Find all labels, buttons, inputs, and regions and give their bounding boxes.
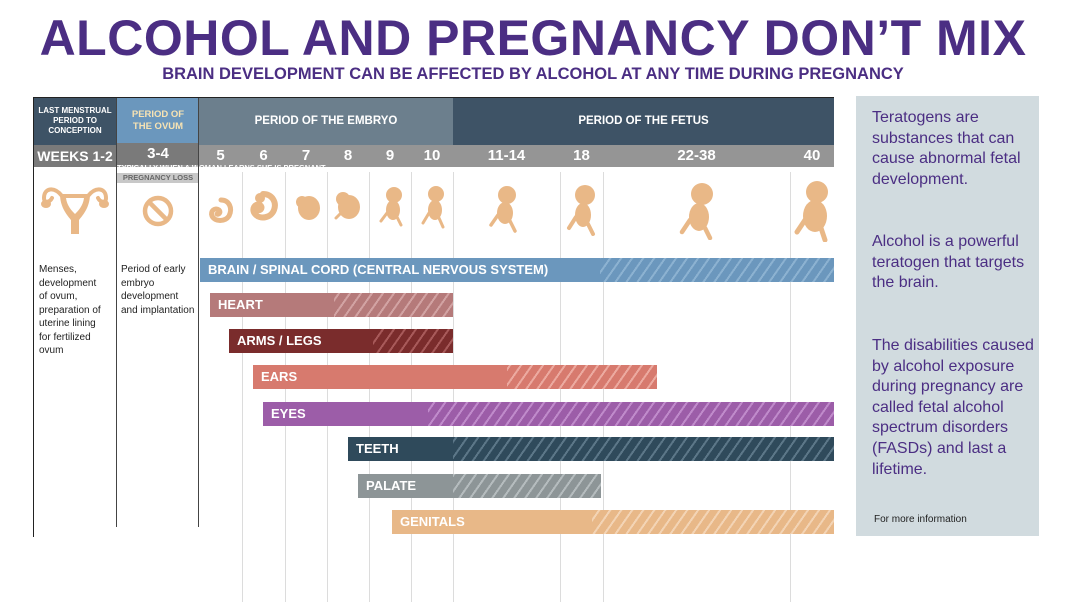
week-label: 5 bbox=[216, 147, 225, 164]
week-label: 8 bbox=[343, 147, 353, 164]
embryo-week9-icon bbox=[379, 187, 403, 227]
info-sidebar: Teratogens are substances that can cause… bbox=[856, 96, 1039, 536]
fetus-week40-icon bbox=[794, 181, 828, 242]
week-label: 40 bbox=[803, 147, 821, 164]
period-label: PERIOD OF THE EMBRYO bbox=[254, 115, 398, 127]
learns-note: TYPICALLY WHEN A WOMAN LEARNS SHE IS PRE… bbox=[117, 163, 327, 172]
uterus-icon bbox=[41, 187, 109, 234]
period-header-embryo: PERIOD OF THE EMBRYO bbox=[199, 97, 453, 145]
bar-ears: EARS bbox=[253, 365, 657, 389]
week-label: WEEKS 1-2 bbox=[33, 145, 117, 167]
period-header-menstrual: LAST MENSTRUAL PERIOD TO CONCEPTION bbox=[33, 97, 117, 145]
embryo-week8-icon bbox=[334, 192, 360, 220]
week-label: 11-14 bbox=[487, 147, 526, 164]
grid-line bbox=[198, 97, 199, 527]
grid-line bbox=[242, 172, 243, 602]
grid-line bbox=[116, 97, 117, 527]
embryo-week7-icon bbox=[296, 196, 320, 220]
timeline-frame bbox=[33, 97, 834, 537]
sidebar-fasd-text: The disabilities caused by alcohol expos… bbox=[872, 337, 1034, 478]
period-label: PERIOD OF THE FETUS bbox=[578, 115, 709, 127]
more-info-link[interactable]: For more information bbox=[874, 514, 967, 525]
ovum-description: Period of early embryo development and i… bbox=[121, 264, 195, 316]
week-label: 3-4 bbox=[117, 143, 199, 165]
week-label: 7 bbox=[301, 147, 311, 164]
fetus-week22-38-icon bbox=[679, 183, 713, 240]
bar-genitals: GENITALS bbox=[392, 510, 834, 534]
bar-heart: HEART bbox=[210, 293, 453, 317]
bar-brain-spinal-cord: BRAIN / SPINAL CORD (CENTRAL NERVOUS SYS… bbox=[200, 258, 834, 282]
week-label: 9 bbox=[385, 147, 395, 164]
embryo-week10-icon bbox=[421, 186, 445, 229]
bar-arms-legs: ARMS / LEGS bbox=[229, 329, 453, 353]
fetus-week11-14-icon bbox=[489, 186, 517, 233]
embryo-week5-icon bbox=[209, 197, 234, 223]
ovum-icon bbox=[142, 195, 174, 227]
embryo-week6-icon bbox=[250, 191, 278, 221]
fetus-week18-icon bbox=[567, 185, 595, 236]
period-header-ovum: PERIOD OF THE OVUM bbox=[117, 97, 199, 145]
period-label: LAST MENSTRUAL PERIOD TO CONCEPTION bbox=[38, 106, 112, 135]
week-label: 18 bbox=[573, 147, 590, 164]
week-label: 6 bbox=[259, 147, 268, 164]
grid-line bbox=[790, 172, 791, 602]
page-title: ALCOHOL AND PREGNANCY DON’T MIX bbox=[39, 10, 1027, 66]
sidebar-alcohol-text: Alcohol is a powerful teratogen that tar… bbox=[872, 233, 1025, 292]
week-label: 10 bbox=[423, 147, 441, 164]
sidebar-teratogens-text: Teratogens are substances that can cause… bbox=[872, 109, 1021, 188]
period-header-fetus: PERIOD OF THE FETUS bbox=[453, 97, 834, 145]
bar-palate: PALATE bbox=[358, 474, 601, 498]
page-subtitle: BRAIN DEVELOPMENT CAN BE AFFECTED BY ALC… bbox=[162, 65, 904, 83]
weeks-row bbox=[33, 145, 834, 167]
pregnancy-loss-label: PREGNANCY LOSS bbox=[117, 173, 199, 183]
week-label: 22-38 bbox=[677, 147, 716, 164]
period-label: PERIOD OF THE OVUM bbox=[131, 109, 185, 132]
bar-eyes: EYES bbox=[263, 402, 834, 426]
menses-description: Menses, development of ovum, preparation… bbox=[39, 264, 101, 356]
bar-teeth: TEETH bbox=[348, 437, 834, 461]
